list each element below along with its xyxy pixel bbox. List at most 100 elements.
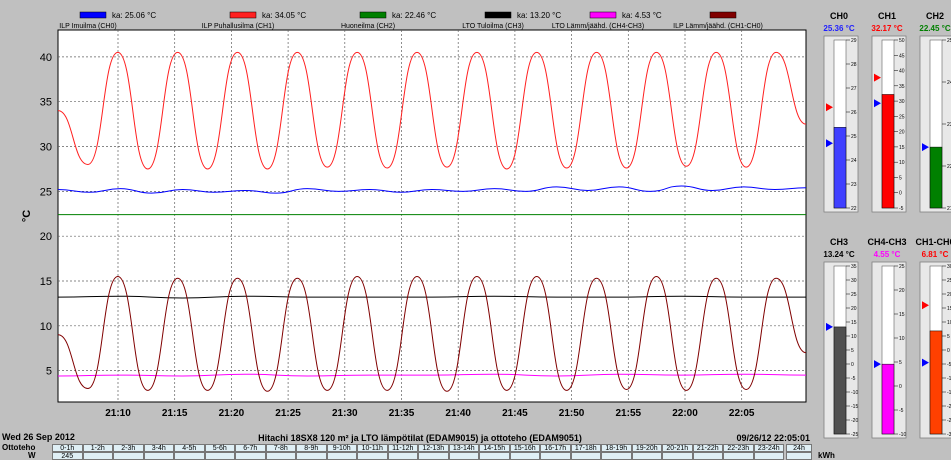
x-tick-label: 22:05: [729, 408, 755, 419]
y-tick-label: 20: [40, 231, 52, 243]
gauge-pointer: [826, 139, 833, 148]
gauge-fill-4: [881, 363, 895, 435]
energy-hour-header: 12-13h: [418, 444, 449, 452]
gauge-tick-label: 25: [899, 264, 905, 270]
gauge-tick-label: 21: [947, 206, 951, 212]
gauge-tick-label: 28: [851, 62, 857, 68]
gauge-tick-label: 25: [851, 134, 857, 140]
timestamp: 09/26/12 22:05:01: [736, 433, 810, 443]
gauge-tick-label: 0: [899, 191, 902, 197]
energy-row-label: Ottoteho: [2, 443, 36, 452]
x-tick-label: 21:30: [332, 408, 358, 419]
energy-hour-header: 11-12h: [387, 444, 418, 452]
gauge-tick-label: 20: [899, 288, 905, 294]
gauge-tick-label: 30: [851, 278, 857, 284]
gauge-tick-label: 20: [947, 292, 951, 298]
gauge-tick-label: -15: [851, 404, 858, 410]
gauge-tick-label: -5: [947, 362, 951, 368]
gauge-tick-label: 25: [899, 114, 905, 120]
gauge-tick-label: 0: [947, 348, 950, 354]
energy-hour-header: 14-15h: [479, 444, 510, 452]
gauge-tick-label: 23: [851, 182, 857, 188]
gauge-tick-label: 25: [947, 278, 951, 284]
gauge-name-5: CH1-CH0: [915, 237, 951, 247]
gauge-tick-label: 22: [851, 206, 857, 212]
gauge-name-1: CH1: [878, 11, 896, 21]
x-tick-label: 21:35: [389, 408, 415, 419]
gauge-pointer: [874, 360, 881, 369]
y-tick-label: 30: [40, 142, 52, 154]
gauge-pointer: [922, 301, 929, 310]
gauge-tick-label: 35: [851, 264, 857, 270]
x-tick-label: 21:45: [502, 408, 528, 419]
x-tick-label: 21:55: [616, 408, 642, 419]
energy-table: Ottoteho W 0-1h 245 1-2h 2-3h 3-4h 4-5h 5-6h 6-7h…: [0, 443, 951, 460]
gauge-tick-label: -30: [947, 432, 951, 438]
x-tick-label: 21:40: [445, 408, 471, 419]
gauge-tick-label: -15: [947, 390, 951, 396]
gauge-tick-label: 27: [851, 86, 857, 92]
gauge-name-0: CH0: [830, 11, 848, 21]
energy-hour-header: 15-16h: [509, 444, 540, 452]
chart-title: Hitachi 18SX8 120 m² ja LTO lämpötilat (…: [258, 433, 582, 443]
gauge-tick-label: 45: [899, 53, 905, 59]
gauge-tick-label: 40: [899, 69, 905, 75]
energy-hour-header: 4-5h: [174, 444, 205, 452]
energy-hour-header: 3-4h: [143, 444, 174, 452]
gauge-tick-label: 0: [851, 362, 854, 368]
gauge-tick-label: -5: [899, 408, 904, 414]
x-tick-label: 21:10: [105, 408, 131, 419]
energy-hour-header: 19-20h: [631, 444, 662, 452]
legend-name-0: ILP Imuilma (CH0): [59, 23, 116, 30]
gauge-fill-0: [833, 127, 847, 209]
energy-hour-header: 20-21h: [662, 444, 693, 452]
gauge-tick-label: 5: [899, 360, 902, 366]
legend-avg-0: ka: 25.06 °C: [112, 11, 156, 20]
gauge-name-3: CH3: [830, 237, 848, 247]
legend-swatch-0: [79, 11, 107, 19]
energy-hour-header: 18-19h: [601, 444, 632, 452]
legend-swatch-1: [229, 11, 257, 19]
gauge-tick-label: -5: [851, 376, 856, 382]
series-line-5: [57, 276, 807, 392]
gauge-value-3: 13.24 °C: [823, 250, 854, 259]
gauge-fill-2: [929, 146, 943, 209]
legend-name-1: ILP Puhallusilma (CH1): [202, 23, 275, 30]
gauge-tick-label: 15: [851, 320, 857, 326]
gauge-value-5: 6.81 °C: [922, 250, 949, 259]
legend-name-4: LTO Lämm/jäähd. (CH4-CH3): [552, 23, 644, 30]
energy-hour-header: 6-7h: [235, 444, 266, 452]
gauge-tick-label: 24: [947, 80, 951, 86]
energy-hour-header: 22-23h: [723, 444, 754, 452]
gauge-tick-label: 35: [899, 84, 905, 90]
gauge-tick-label: 10: [947, 320, 951, 326]
energy-hour-header: 17-18h: [570, 444, 601, 452]
legend-swatch-2: [359, 11, 387, 19]
legend-avg-3: ka: 13.20 °C: [517, 11, 561, 20]
date-label: Wed 26 Sep 2012: [2, 432, 75, 442]
gauge-pointer: [826, 103, 833, 112]
gauge-tick-label: 25: [947, 38, 951, 44]
series-line-1: [57, 51, 807, 170]
energy-unit-label: W: [28, 451, 36, 460]
energy-hour-header: 5-6h: [204, 444, 235, 452]
gauge-tick-label: -10: [947, 376, 951, 382]
energy-hour-header: 13-14h: [448, 444, 479, 452]
gauge-tick-label: -5: [899, 206, 904, 212]
gauge-tick-label: 5: [851, 348, 854, 354]
gauge-tick-label: -25: [851, 432, 858, 438]
x-tick-label: 21:50: [559, 408, 585, 419]
y-tick-label: 5: [46, 366, 52, 378]
gauge-tick-label: 5: [899, 175, 902, 181]
gauge-tick-label: 20: [851, 306, 857, 312]
gauge-fill-5: [929, 330, 943, 435]
energy-hour-header: 21-22h: [692, 444, 723, 452]
gauge-fill-1: [881, 94, 895, 209]
energy-hour-header: 2-3h: [113, 444, 144, 452]
plot-area: [57, 29, 807, 403]
legend-swatch-5: [709, 11, 737, 19]
gauge-tick-label: 10: [851, 334, 857, 340]
gauge-tick-label: -20: [851, 418, 858, 424]
gauge-value-4: 4.55 °C: [874, 250, 901, 259]
